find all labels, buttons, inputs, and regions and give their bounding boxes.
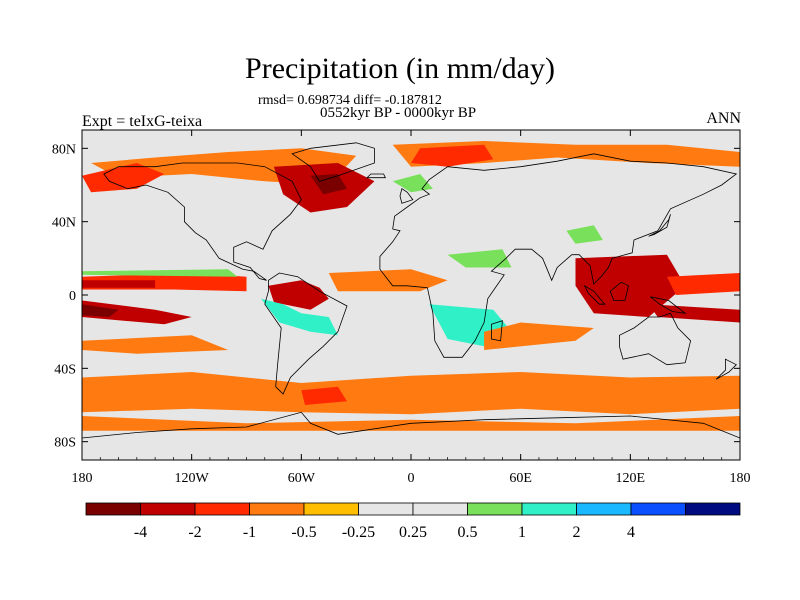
coast-greenland <box>291 142 375 182</box>
experiment-label: Expt = teIxG-teixa <box>82 113 203 130</box>
region-wet-tibet <box>566 225 603 244</box>
region-dry-southern-ocean <box>82 372 740 415</box>
lon-tick-label: 120E <box>616 471 646 486</box>
colorbar-label: 4 <box>627 524 635 541</box>
lon-tick-label: 0 <box>408 471 415 486</box>
region-dry-indian-ocean <box>484 322 594 350</box>
colorbar: -4 -2 -1 -0.5 -0.25 0.25 0.5 1 2 4 <box>85 502 741 541</box>
region-dry-south-pacific-cz <box>82 300 192 325</box>
coast-north-america <box>103 162 302 281</box>
colorbar-box <box>249 502 305 516</box>
colorbar-box <box>412 502 468 516</box>
colorbar-box <box>685 502 741 516</box>
lon-tick-label: 180 <box>72 471 93 486</box>
colorbar-label: 2 <box>573 524 581 541</box>
region-wet-south-america <box>261 298 338 336</box>
region-wet-pacific-north-of-itcz <box>82 269 238 277</box>
coast-south-america <box>264 272 348 395</box>
region-dry-north-pacific <box>82 163 165 193</box>
coast-sumatra <box>583 284 606 305</box>
colorbar-box <box>140 502 196 516</box>
region-dry-barents <box>411 144 494 167</box>
lon-tick-label: 120W <box>175 471 210 486</box>
coast-iceland <box>366 173 387 179</box>
coast-eurasia-africa <box>379 153 738 358</box>
coast-japan <box>648 214 671 237</box>
coast-madagascar <box>490 320 503 342</box>
lon-tick-label: 60E <box>509 471 532 486</box>
lat-tick-label: 80N <box>52 142 76 157</box>
anomaly-regions <box>82 141 740 431</box>
lat-tick-label: 0 <box>69 289 76 304</box>
region-dry-south-pacific-cz-core <box>82 304 119 317</box>
colorbar-box <box>521 502 577 516</box>
colorbar-label: -0.5 <box>291 524 316 541</box>
lon-tick-label: 180 <box>730 471 751 486</box>
colorbar-box <box>358 502 414 516</box>
region-dry-south-pacific-mid <box>82 335 229 354</box>
coast-borneo <box>609 281 629 301</box>
coast-new-zealand <box>715 358 737 380</box>
coastlines <box>82 142 740 460</box>
period-line: 0552kyr BP - 0000kyr BP <box>320 105 477 121</box>
colorbar-box <box>630 502 686 516</box>
lat-tick-label: 80S <box>54 436 76 451</box>
colorbar-label: -1 <box>243 524 256 541</box>
region-dry-spcz-east <box>648 304 740 323</box>
map-axes: 180 120W 60W 0 60E 120E 180 80N 40N 0 40S 80S <box>52 130 751 486</box>
region-dry-southern-ocean-patches <box>301 386 347 405</box>
lat-tick-label: 40S <box>54 362 76 377</box>
region-dry-north-atlantic-core <box>310 174 347 195</box>
coast-antarctica <box>82 411 740 460</box>
colorbar-label: -0.25 <box>342 524 375 541</box>
coast-australia <box>619 312 692 366</box>
colorbar-label: 1 <box>518 524 526 541</box>
colorbar-box <box>194 502 250 516</box>
coast-uk <box>399 188 414 204</box>
stats-line: rmsd= 0.698734 diff= -0.187812 <box>258 93 442 108</box>
colorbar-label: 0.5 <box>458 524 478 541</box>
season-label: ANN <box>706 110 741 127</box>
lat-tick-label: 40N <box>52 216 76 231</box>
coast-new-guinea <box>650 296 687 314</box>
colorbar-label: -4 <box>134 524 147 541</box>
colorbar-box <box>467 502 523 516</box>
colorbar-box <box>85 502 141 516</box>
region-dry-west-pacific-east <box>666 273 740 295</box>
colorbar-label: 0.25 <box>399 524 427 541</box>
figure-title: Precipitation (in mm/day) <box>245 52 555 85</box>
region-dry-west-pacific-core <box>82 280 156 288</box>
region-dry-mc-outer <box>575 254 686 317</box>
lon-tick-label: 60W <box>288 471 316 486</box>
colorbar-box <box>303 502 359 516</box>
colorbar-box <box>576 502 632 516</box>
colorbar-label: -2 <box>188 524 201 541</box>
region-wet-sahara <box>447 249 512 268</box>
